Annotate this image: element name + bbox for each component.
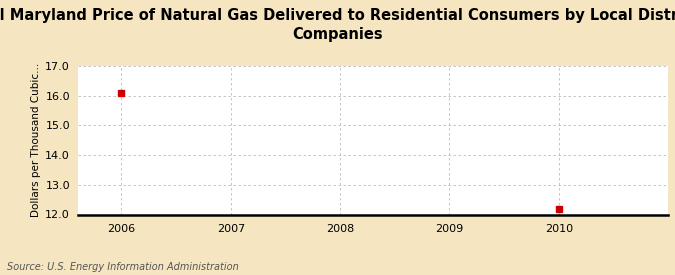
Y-axis label: Dollars per Thousand Cubic...: Dollars per Thousand Cubic... — [31, 63, 41, 217]
Text: Annual Maryland Price of Natural Gas Delivered to Residential Consumers by Local: Annual Maryland Price of Natural Gas Del… — [0, 8, 675, 42]
Text: Source: U.S. Energy Information Administration: Source: U.S. Energy Information Administ… — [7, 262, 238, 272]
